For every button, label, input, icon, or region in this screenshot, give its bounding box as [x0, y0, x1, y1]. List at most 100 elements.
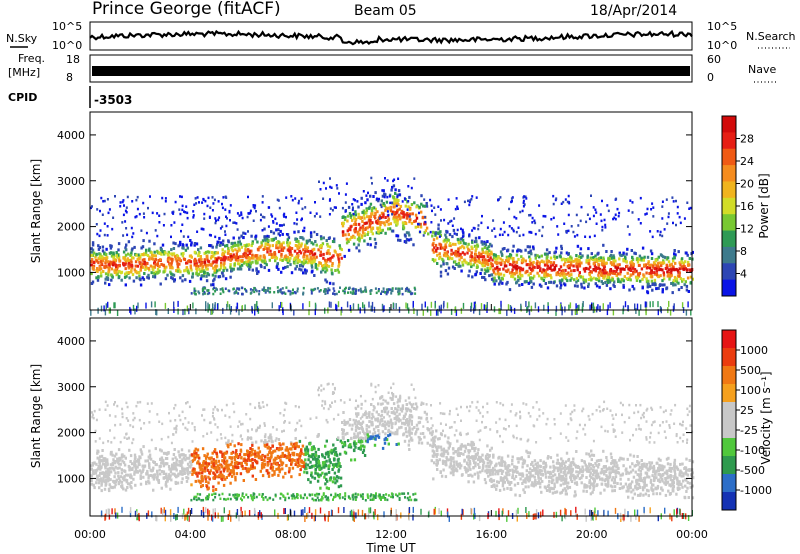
range-cell: [261, 229, 264, 232]
range-cell: [327, 470, 331, 474]
range-cell: [193, 262, 197, 266]
range-cell: [507, 304, 510, 311]
range-cell: [396, 218, 399, 222]
range-cell: [686, 276, 690, 280]
range-cell: [369, 221, 372, 225]
range-cell: [186, 216, 189, 220]
range-cell: [519, 266, 522, 270]
range-cell: [636, 455, 639, 458]
range-cell: [576, 268, 579, 272]
range-cell: [219, 227, 222, 230]
range-cell: [431, 230, 435, 234]
range-cell: [98, 486, 101, 490]
range-cell: [171, 259, 174, 263]
range-cell: [104, 277, 107, 281]
range-cell: [363, 239, 366, 243]
range-cell: [510, 271, 513, 274]
range-cell: [391, 229, 395, 233]
range-cell: [684, 280, 687, 284]
range-cell: [657, 301, 659, 308]
range-cell: [383, 424, 387, 428]
range-cell: [312, 255, 315, 259]
range-cell: [531, 268, 535, 272]
range-cell: [358, 239, 361, 243]
range-cell: [452, 473, 455, 477]
range-cell: [491, 262, 494, 266]
range-cell: [182, 467, 186, 471]
colorbar-segment: [722, 165, 736, 182]
range-cell: [587, 247, 590, 251]
range-cell: [573, 490, 577, 494]
range-cell: [397, 189, 401, 193]
range-cell: [198, 201, 200, 204]
range-cell: [189, 239, 192, 242]
range-cell: [313, 257, 317, 261]
range-cell: [163, 212, 166, 216]
range-cell: [164, 197, 167, 200]
range-cell: [364, 286, 367, 289]
range-cell: [653, 271, 656, 275]
range-cell: [620, 278, 624, 282]
range-cell: [154, 447, 157, 451]
range-cell: [212, 292, 215, 296]
range-cell: [371, 305, 373, 312]
range-cell: [611, 485, 614, 489]
range-cell: [313, 274, 316, 277]
range-cell: [350, 427, 354, 431]
range-cell: [152, 271, 156, 275]
range-cell: [638, 258, 641, 262]
range-cell: [512, 244, 515, 248]
range-cell: [304, 458, 307, 462]
range-cell: [501, 281, 504, 285]
range-cell: [666, 274, 670, 278]
range-cell: [216, 251, 219, 255]
range-cell: [395, 198, 398, 202]
range-cell: [294, 258, 297, 262]
range-cell: [480, 240, 483, 244]
range-cell: [268, 244, 271, 248]
range-cell: [527, 273, 530, 277]
range-cell: [562, 466, 565, 470]
range-cell: [249, 211, 252, 215]
range-cell: [387, 288, 390, 291]
range-cell: [124, 259, 128, 263]
range-cell: [432, 250, 436, 254]
range-cell: [484, 481, 488, 485]
range-cell: [391, 289, 394, 293]
range-cell: [185, 205, 188, 208]
range-cell: [421, 303, 423, 310]
range-cell: [376, 417, 379, 421]
range-cell: [182, 309, 184, 316]
range-cell: [658, 480, 661, 484]
range-cell: [364, 228, 367, 231]
range-cell: [599, 213, 602, 216]
range-cell: [221, 202, 223, 206]
range-cell: [431, 436, 435, 440]
range-cell: [615, 274, 619, 277]
range-cell: [528, 214, 531, 217]
range-cell: [209, 256, 213, 260]
range-cell: [515, 280, 519, 284]
range-cell: [164, 302, 167, 309]
range-cell: [361, 420, 365, 424]
range-cell: [444, 475, 448, 479]
range-cell: [505, 282, 508, 286]
range-cell: [588, 235, 591, 239]
range-cell: [211, 196, 214, 199]
range-cell: [684, 484, 687, 488]
range-cell: [207, 289, 210, 292]
range-cell: [266, 453, 270, 457]
range-cell: [515, 260, 519, 264]
range-cell: [561, 271, 564, 275]
range-cell: [197, 254, 200, 258]
range-cell: [540, 254, 543, 258]
range-cell: [638, 473, 641, 477]
range-cell: [231, 450, 235, 454]
range-cell: [376, 210, 379, 214]
range-cell: [568, 485, 572, 489]
range-cell: [240, 213, 243, 216]
range-cell: [684, 267, 687, 271]
range-cell: [263, 245, 267, 249]
range-cell: [237, 442, 240, 446]
range-cell: [102, 476, 105, 480]
